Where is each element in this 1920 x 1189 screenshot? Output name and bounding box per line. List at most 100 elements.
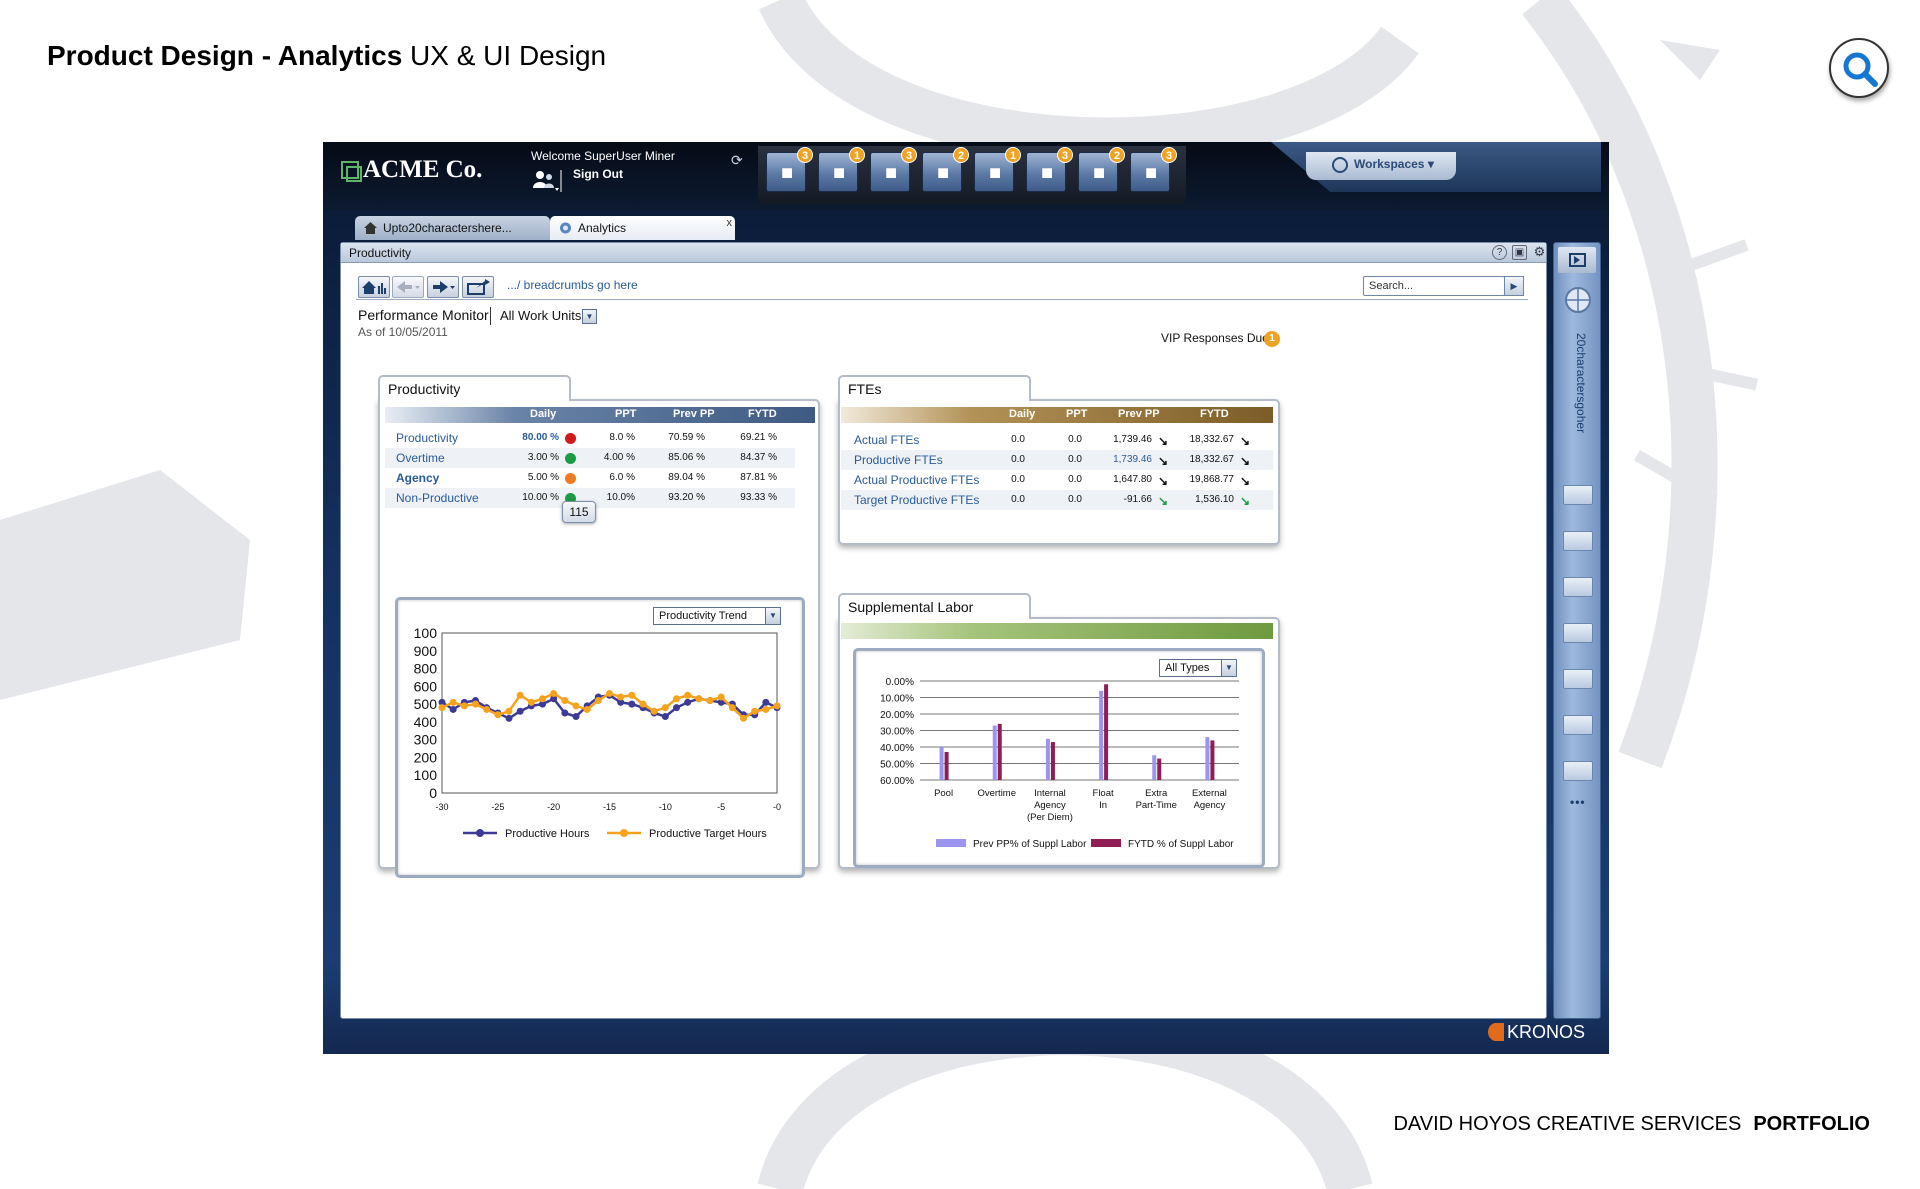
maximize-icon[interactable]: ▣	[1512, 245, 1527, 260]
y-tick-label: 30.00%	[880, 727, 914, 738]
workspaces-button[interactable]: Workspaces ▾	[1306, 152, 1456, 180]
metric-name[interactable]: Overtime	[396, 451, 445, 465]
table-row[interactable]: Actual Productive FTEs 0.0 0.0 1,647.80 ↘ 19,…	[841, 470, 1273, 490]
home-dashboard-button[interactable]	[358, 276, 390, 298]
search-go-button[interactable]: ▶	[1504, 276, 1524, 296]
settings-gear-icon[interactable]: ⚙	[1533, 244, 1546, 259]
quick-action-button[interactable]: ■ 1	[818, 147, 865, 192]
rail-label[interactable]: 20charactersgoher	[1574, 333, 1588, 434]
metric-name[interactable]: Target Productive FTEs	[854, 493, 980, 507]
rail-slot[interactable]	[1563, 623, 1593, 643]
data-point	[673, 695, 680, 703]
package-icon: ■	[780, 162, 794, 184]
table-row[interactable]: Actual FTEs 0.0 0.0 1,739.46 ↘ 18,332.67 ↘	[841, 430, 1273, 450]
data-point	[617, 693, 625, 701]
notification-badge[interactable]: 2	[1109, 147, 1125, 163]
vip-count-badge[interactable]: 1	[1264, 331, 1280, 347]
back-button[interactable]	[392, 276, 424, 298]
notification-badge[interactable]: 1	[1005, 147, 1021, 163]
tab-analytics[interactable]: Analytics x	[550, 216, 735, 240]
table-row[interactable]: Productivity 80.00 % 8.0 % 70.59 % 69.21 %	[385, 428, 795, 448]
supplemental-chart-svg: 0.00% 10.00% 20.00% 30.00% 40.00% 50.00% 60.00…	[880, 677, 1239, 850]
portfolio-search-button[interactable]	[1829, 38, 1889, 98]
rail-slot[interactable]	[1563, 669, 1593, 689]
chevron-down-icon[interactable]: ▼	[582, 309, 597, 324]
ftes-widget-tab[interactable]: FTEs	[838, 375, 1031, 401]
notification-badge[interactable]: 3	[1161, 147, 1177, 163]
col-daily: Daily	[1009, 408, 1036, 420]
forward-button[interactable]	[427, 276, 459, 298]
notification-badge[interactable]: 2	[953, 147, 969, 163]
export-button[interactable]	[462, 276, 494, 298]
notification-badge[interactable]: 3	[901, 147, 917, 163]
legend-label: Productive Target Hours	[649, 828, 767, 840]
work-units-select[interactable]: All Work Units	[500, 308, 582, 323]
supplemental-labor-widget: Supplemental Labor All Types ▼ 0.00% 10.00…	[838, 593, 1280, 869]
workspaces-area: Workspaces ▾	[1271, 142, 1601, 200]
help-icon[interactable]: ?	[1492, 245, 1507, 260]
rail-more-icon[interactable]: •••	[1570, 795, 1586, 809]
rail-slot[interactable]	[1563, 485, 1593, 505]
category-label: Overtime	[977, 788, 1016, 799]
schedule-icon: ■	[936, 162, 950, 184]
productivity-trend-chart: Productivity Trend ▼ 100 900 800 600 500 400 30…	[395, 597, 805, 878]
metric-name[interactable]: Non-Productive	[396, 491, 479, 505]
rail-slot[interactable]	[1563, 715, 1593, 735]
clock-icon: ■	[884, 162, 898, 184]
breadcrumb[interactable]: .../ breadcrumbs go here	[507, 278, 638, 292]
quick-action-button[interactable]: ■ 2	[1078, 147, 1125, 192]
data-point	[661, 713, 669, 721]
metric-name[interactable]: Productive FTEs	[854, 453, 943, 467]
quick-action-button[interactable]: ■ 3	[1026, 147, 1073, 192]
prev-pp-value: 85.06 %	[668, 452, 705, 463]
notification-badge[interactable]: 1	[849, 147, 865, 163]
tab-home[interactable]: Upto20charactershere...	[355, 216, 550, 240]
quick-action-button[interactable]: ■ 3	[1130, 147, 1177, 192]
table-row[interactable]: Overtime 3.00 % 4.00 % 85.06 % 84.37 %	[385, 448, 795, 468]
table-row[interactable]: Target Productive FTEs 0.0 0.0 -91.66 ↘ 1,536…	[841, 490, 1273, 510]
tab-close-icon[interactable]: x	[726, 217, 733, 229]
quick-action-button[interactable]: ■ 3	[766, 147, 813, 192]
quick-action-button[interactable]: ■ 3	[870, 147, 917, 192]
data-point	[684, 691, 692, 699]
quick-action-button[interactable]: ■ 1	[974, 147, 1021, 192]
chevron-down-icon[interactable]: ▼	[765, 608, 780, 624]
table-row[interactable]: Non-Productive 10.00 % 10.0% 93.20 % 93.33 %	[385, 488, 795, 508]
home-chart-icon	[362, 281, 386, 294]
metric-name[interactable]: Actual Productive FTEs	[854, 473, 980, 487]
rail-slot[interactable]	[1563, 531, 1593, 551]
as-of-date: As of 10/05/2011	[358, 325, 448, 339]
daily-value: 10.00 %	[522, 492, 559, 503]
productivity-widget-tab[interactable]: Productivity	[378, 375, 571, 401]
data-point	[572, 713, 580, 721]
quick-action-button[interactable]: ■ 2	[922, 147, 969, 192]
metric-name[interactable]: Productivity	[396, 431, 459, 445]
trend-select[interactable]: Productivity Trend ▼	[653, 607, 781, 625]
rail-globe-icon[interactable]	[1563, 285, 1593, 315]
notification-badge[interactable]: 3	[797, 147, 813, 163]
sign-out-link[interactable]: Sign Out	[573, 167, 623, 181]
page-title: Product Design - Analytics UX & UI Desig…	[47, 40, 606, 72]
type-select[interactable]: All Types ▼	[1159, 659, 1237, 677]
metric-name[interactable]: Agency	[396, 471, 440, 485]
table-row[interactable]: Agency 5.00 % 6.0 % 89.04 % 87.81 %	[385, 468, 795, 488]
table-row[interactable]: Productive FTEs 0.0 0.0 1,739.46 ↘ 18,332.67 ↘	[841, 450, 1273, 470]
y-tick-label: 100	[414, 625, 438, 641]
category-label: Pool	[934, 788, 953, 799]
chevron-down-icon[interactable]: ▼	[1221, 660, 1236, 676]
rail-slot[interactable]	[1563, 761, 1593, 781]
notification-badge[interactable]: 3	[1057, 147, 1073, 163]
rail-collapse-button[interactable]	[1558, 247, 1596, 273]
data-point	[505, 714, 513, 722]
app-logo[interactable]: ACME Co.	[341, 156, 482, 184]
user-switch-icon[interactable]	[531, 168, 563, 194]
panel-search-input[interactable]: Search...	[1363, 276, 1505, 296]
x-tick-label: -20	[547, 802, 560, 812]
refresh-icon[interactable]: ⟳	[731, 152, 743, 168]
panel-title: Productivity	[349, 246, 412, 260]
category-label: External Agency	[1192, 788, 1227, 811]
metric-name[interactable]: Actual FTEs	[854, 433, 920, 447]
ppt-value: 0.0	[1068, 434, 1082, 445]
supplemental-widget-tab[interactable]: Supplemental Labor	[838, 593, 1031, 619]
rail-slot[interactable]	[1563, 577, 1593, 597]
